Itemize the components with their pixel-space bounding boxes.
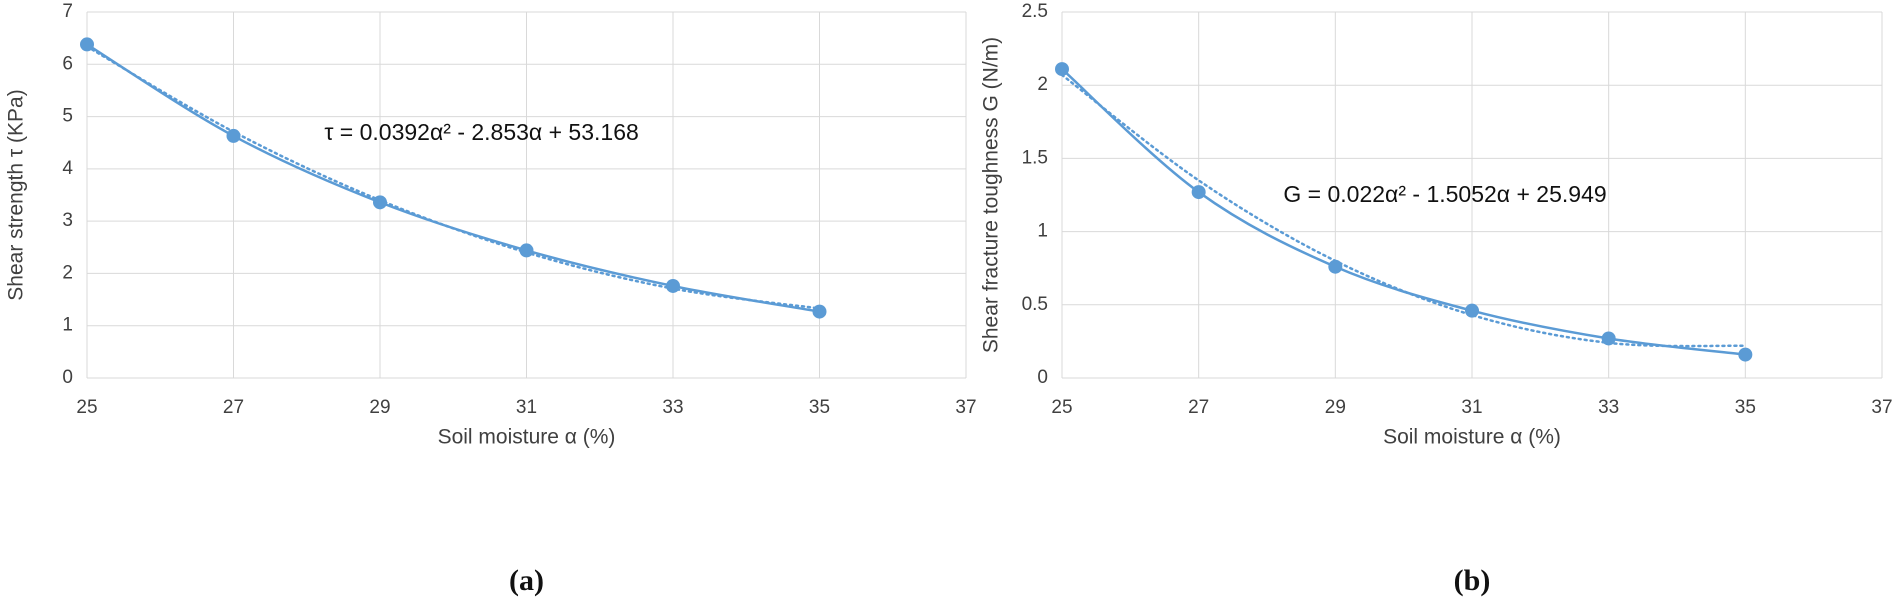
equation-annotation: G = 0.022α² - 1.5052α + 25.949 — [1283, 181, 1606, 207]
y-tick-label: 3 — [62, 210, 73, 231]
y-tick-label: 0.5 — [1022, 294, 1048, 315]
data-point — [1601, 331, 1616, 346]
x-tick-label: 27 — [223, 397, 244, 418]
y-tick-label: 5 — [62, 106, 73, 127]
data-point — [666, 278, 680, 293]
x-tick-label: 37 — [1871, 397, 1892, 418]
data-point — [1191, 185, 1206, 200]
data-point — [373, 195, 387, 210]
y-tick-label: 6 — [62, 53, 73, 74]
x-axis-label: Soil moisture α (%) — [1383, 426, 1561, 449]
series-line — [1061, 68, 1746, 356]
y-tick-label: 7 — [62, 1, 73, 22]
caption: (b) — [1454, 564, 1491, 597]
data-point — [80, 37, 94, 52]
x-tick-label: 35 — [809, 397, 830, 418]
equation-annotation: τ = 0.0392α² - 2.853α + 53.168 — [324, 119, 638, 145]
trendline — [1060, 73, 1747, 348]
y-axis-label: Shear strength τ (KPa) — [5, 89, 28, 300]
x-tick-label: 31 — [1461, 397, 1482, 418]
y-tick-label: 0 — [1037, 367, 1048, 388]
x-tick-label: 31 — [516, 397, 537, 418]
x-tick-label: 29 — [1325, 397, 1346, 418]
data-point — [812, 304, 827, 319]
x-tick-label: 33 — [1598, 397, 1619, 418]
y-tick-label: 1 — [1037, 221, 1048, 242]
data-point — [226, 128, 241, 143]
data-point — [1465, 303, 1479, 318]
y-tick-label: 2.5 — [1022, 1, 1048, 22]
x-tick-label: 29 — [369, 397, 390, 418]
x-axis-label: Soil moisture α (%) — [438, 426, 616, 449]
x-tick-label: 35 — [1735, 397, 1756, 418]
y-tick-label: 1 — [62, 315, 73, 336]
series-line — [86, 43, 820, 313]
x-tick-label: 33 — [662, 397, 683, 418]
caption: (a) — [509, 564, 544, 597]
data-point — [1055, 62, 1069, 77]
trendline — [85, 45, 821, 310]
x-tick-label: 25 — [76, 397, 97, 418]
data-point — [1328, 259, 1343, 274]
data-point — [519, 243, 534, 258]
y-tick-label: 2 — [62, 262, 73, 283]
y-axis-label: Shear fracture toughness G (N/m) — [980, 37, 1003, 353]
y-tick-label: 2 — [1037, 74, 1048, 95]
y-tick-label: 1.5 — [1022, 147, 1048, 168]
x-tick-label: 37 — [955, 397, 976, 418]
x-tick-label: 25 — [1051, 397, 1072, 418]
x-tick-label: 27 — [1188, 397, 1209, 418]
y-tick-label: 4 — [62, 158, 73, 179]
data-point — [1738, 347, 1753, 362]
y-tick-label: 0 — [62, 367, 73, 388]
